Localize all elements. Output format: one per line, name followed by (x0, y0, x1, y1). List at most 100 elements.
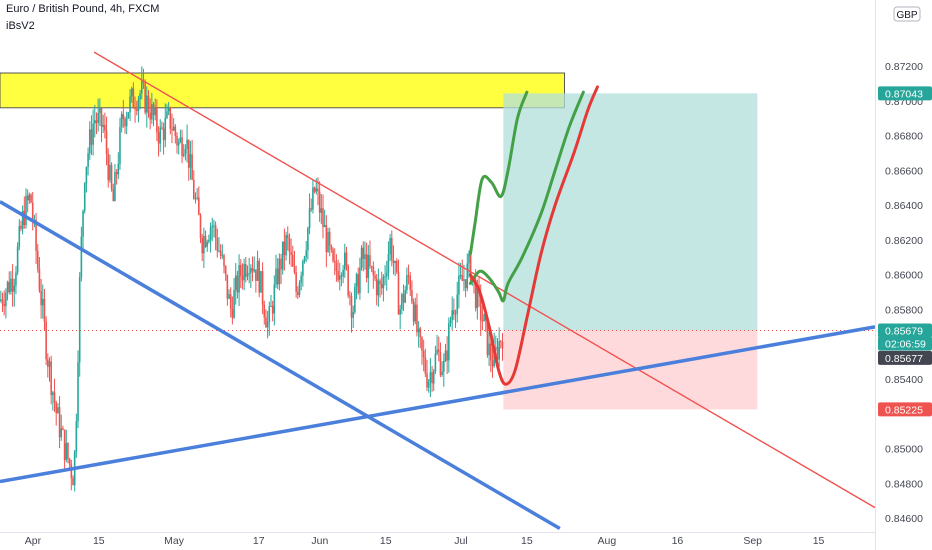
candle-body (243, 264, 245, 281)
candle-body (233, 290, 235, 318)
candle-body (100, 108, 103, 127)
candle-body (125, 117, 128, 127)
candle-body (95, 120, 98, 124)
candle-body (437, 349, 440, 353)
candle-body (320, 208, 323, 213)
candle-body (231, 308, 234, 318)
candle-body (255, 269, 257, 281)
candle-body (184, 149, 187, 154)
candle-body (278, 258, 281, 285)
x-tick-label: Jun (311, 535, 328, 547)
candle-body (176, 135, 178, 146)
candle-body (394, 261, 396, 264)
y-tick-label: 0.86400 (885, 200, 923, 212)
candle-body (483, 314, 485, 322)
price-badge-bg (878, 350, 932, 365)
candle-body (352, 311, 354, 318)
candle-body (203, 235, 205, 254)
candle-body (90, 129, 93, 145)
price-badge-bg (878, 323, 932, 338)
candle-body (132, 88, 135, 108)
price-badge-countdown: 02:06:59 (878, 336, 932, 351)
x-tick-label: 15 (521, 535, 533, 547)
candle-body (135, 109, 138, 111)
candle-body (330, 245, 333, 250)
candle-body (444, 350, 447, 362)
candle-body (416, 304, 418, 333)
candle-body (104, 124, 106, 131)
candle-body (312, 187, 314, 210)
candle-body (55, 402, 58, 414)
candle-body (379, 280, 381, 285)
candle-body (25, 195, 27, 226)
candle-body (229, 294, 232, 309)
candle-body (36, 250, 39, 269)
candle-body (347, 266, 349, 296)
candle-body (407, 275, 410, 277)
candle-body (114, 172, 116, 202)
candle-body (454, 313, 457, 315)
candle-body (234, 275, 237, 291)
candle-body (424, 357, 427, 374)
candle-body (166, 111, 168, 118)
y-tick-label: 0.85000 (885, 444, 923, 456)
x-tick-label: 15 (813, 535, 825, 547)
candle-body (115, 172, 118, 175)
price-badge-stop: 0.85225 (878, 402, 932, 417)
currency-badge-bg (893, 6, 921, 22)
candle-body (491, 360, 494, 367)
candle-body (295, 272, 297, 292)
candle-body (107, 154, 110, 181)
candle-body (124, 118, 126, 127)
candle-body (147, 95, 150, 113)
candle-body (318, 191, 321, 213)
candle-body (87, 153, 89, 167)
candle-body (156, 108, 158, 133)
candle-body (451, 310, 453, 321)
indicator-label: iBsV2 (6, 20, 35, 32)
candle-body (273, 284, 276, 314)
candle-body (448, 323, 450, 361)
candle-body (211, 225, 214, 228)
x-tick-label: Apr (25, 535, 42, 547)
candle-body (406, 275, 408, 291)
candle-body (276, 268, 279, 285)
y-tick-label: 0.84800 (885, 478, 923, 490)
candle-body (30, 194, 32, 203)
candle-body (453, 310, 455, 315)
candle-body (461, 275, 464, 281)
price-badge-last: 0.85679 (878, 323, 932, 338)
candle-body (377, 280, 380, 296)
candle-body (172, 126, 175, 131)
candle-body (325, 225, 328, 252)
candle-body (434, 353, 437, 372)
x-tick-label: 15 (380, 535, 392, 547)
candle-body (88, 129, 91, 154)
candle-body (0, 299, 2, 301)
candle-body (291, 255, 294, 267)
candle-body (196, 197, 198, 199)
candle-body (139, 93, 141, 100)
currency-badge: GBP (893, 6, 921, 22)
candle-body (417, 328, 420, 333)
candle-body (63, 429, 66, 460)
candle-body (260, 271, 262, 293)
candle-body (221, 255, 224, 257)
candle-body (199, 215, 202, 239)
candle-body (161, 127, 163, 129)
candle-body (317, 188, 319, 192)
candle-body (226, 274, 229, 299)
candle-body (5, 292, 7, 307)
candle-body (436, 349, 438, 354)
candle-body (500, 341, 502, 343)
candle-body (228, 294, 230, 299)
candle-body (58, 407, 61, 438)
candle-body (45, 321, 47, 360)
candle-body (117, 163, 120, 175)
candle-body (102, 124, 104, 127)
price-badge-bg (878, 86, 932, 101)
candle-body (422, 350, 425, 358)
candle-body (159, 127, 162, 144)
